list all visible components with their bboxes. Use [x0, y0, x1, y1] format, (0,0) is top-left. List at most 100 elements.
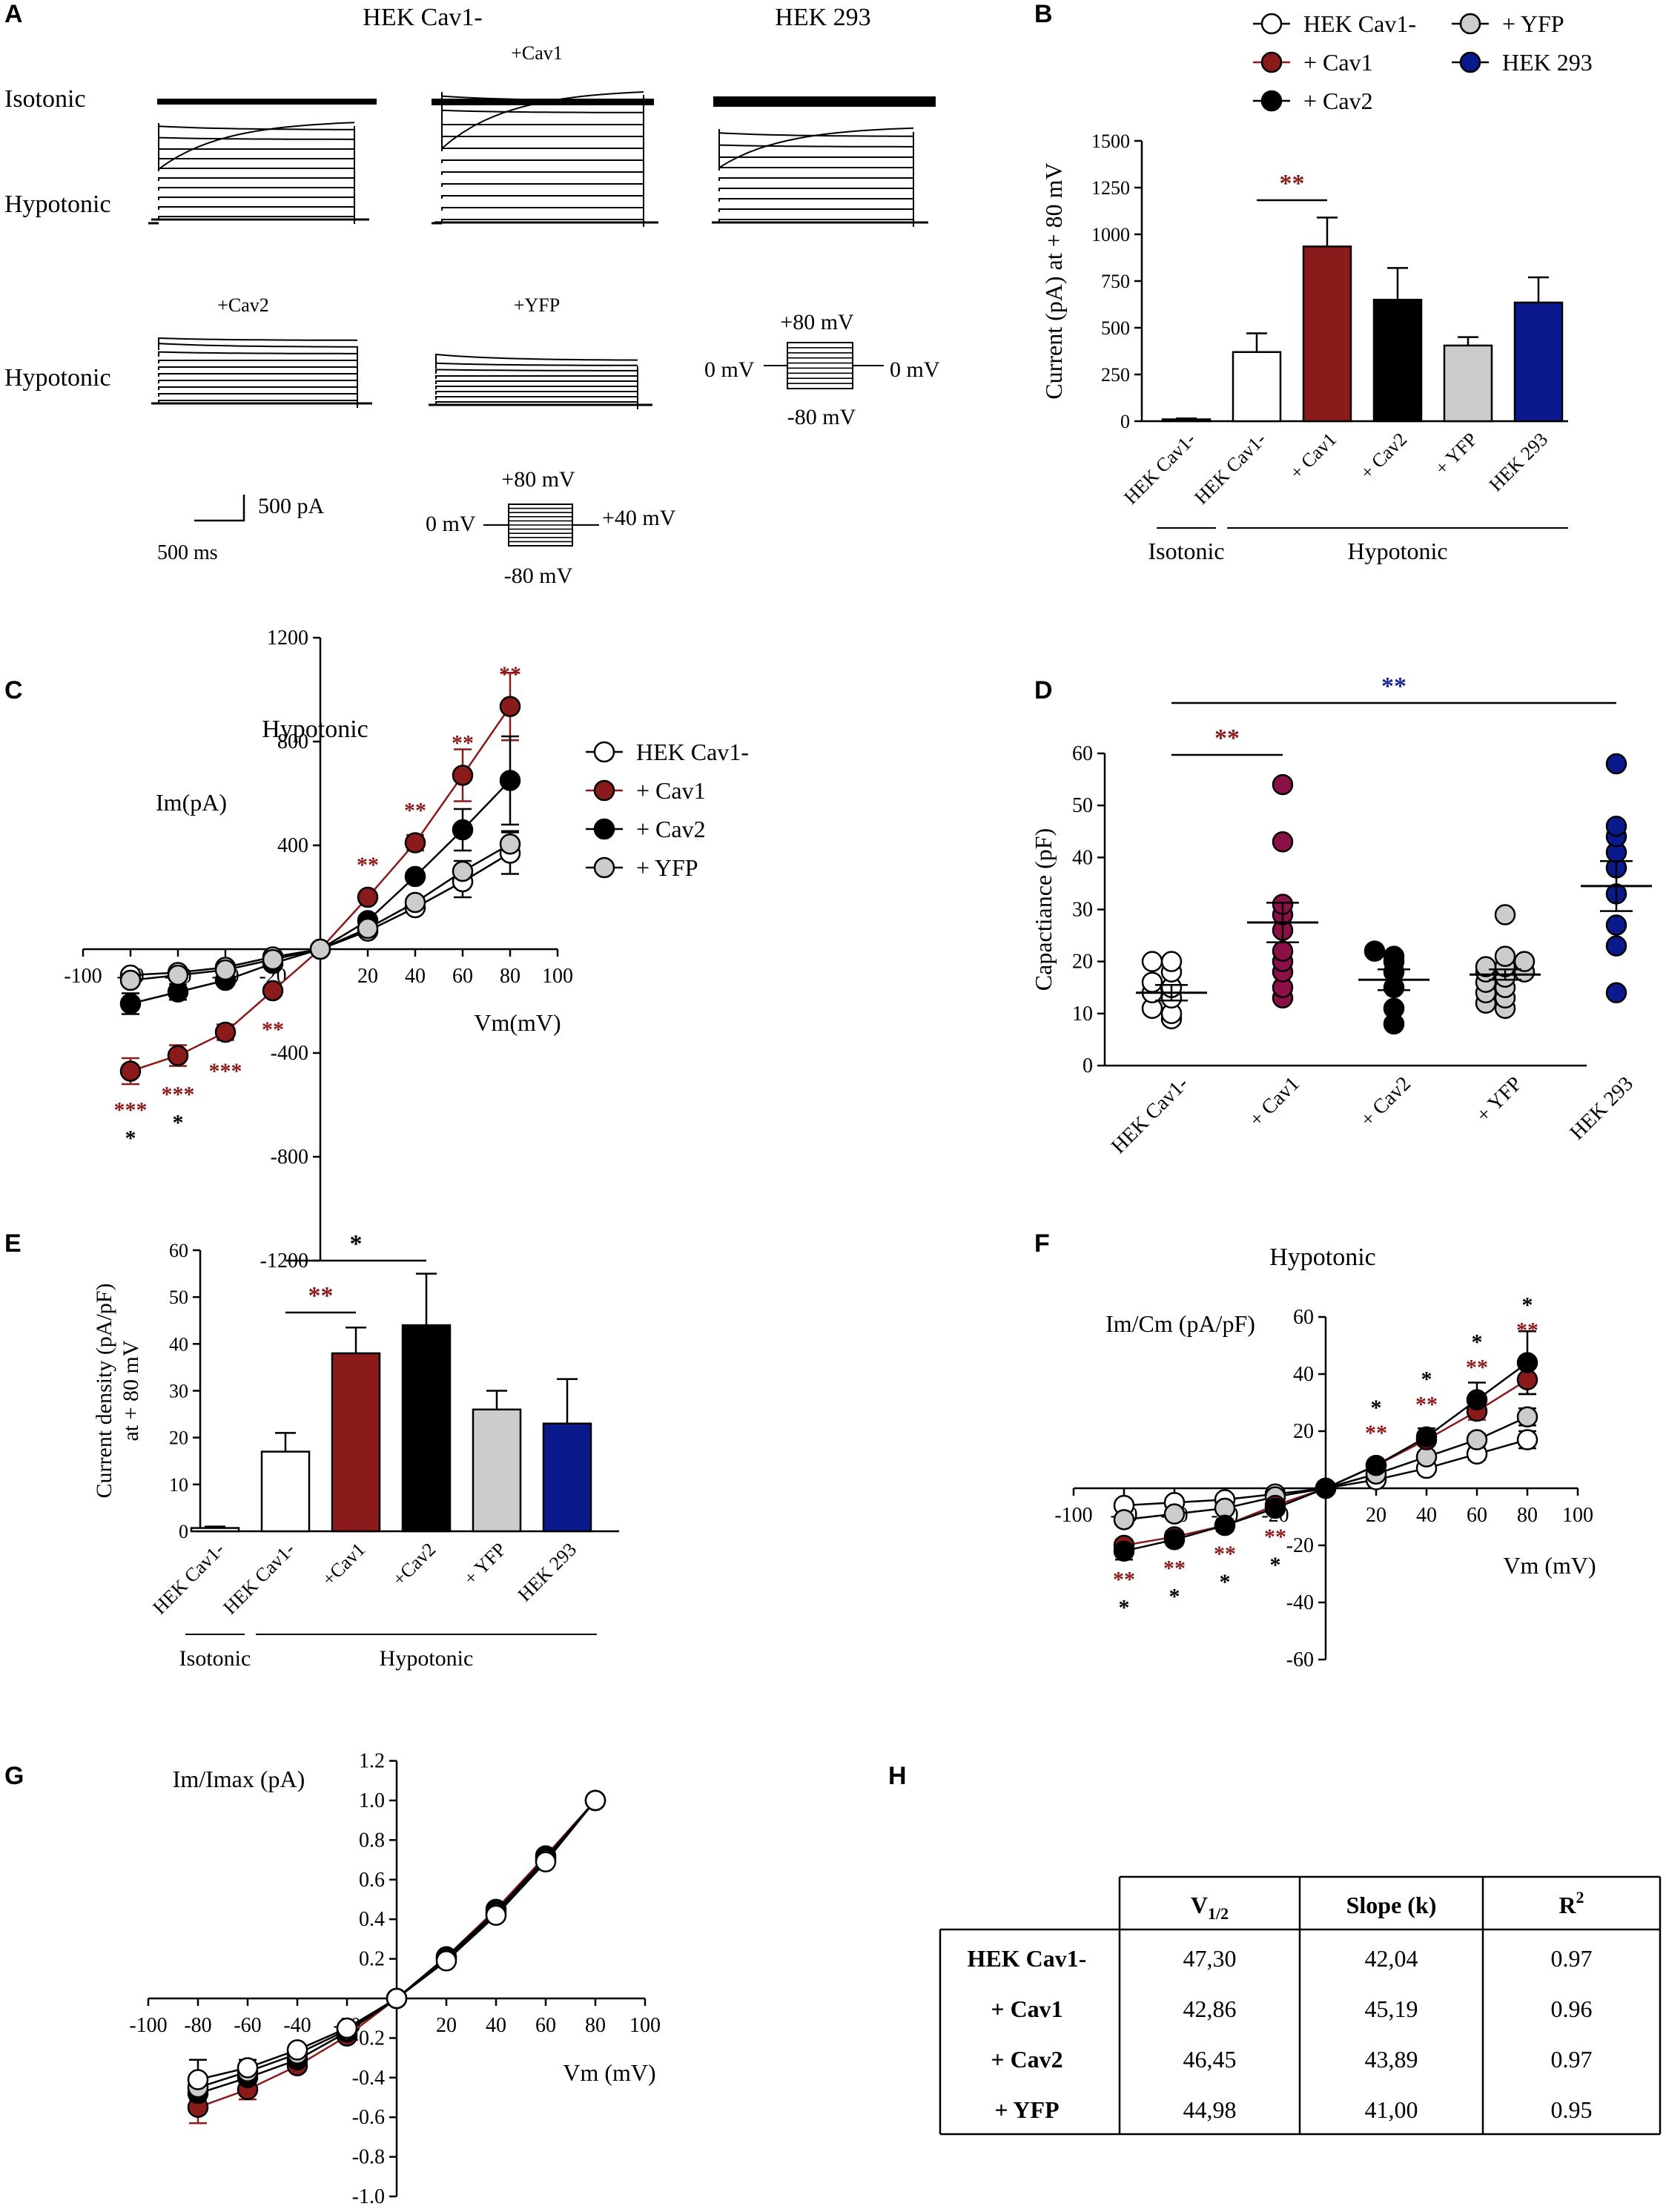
table-cell: 43,89 [1365, 2046, 1418, 2073]
chart-title: Hypotonic [262, 716, 368, 743]
current-trace [158, 206, 354, 210]
data-point [435, 1950, 457, 1972]
data-point [1214, 1514, 1236, 1536]
current-trace [158, 216, 354, 219]
legend-label: HEK Cav1- [636, 739, 749, 765]
significance-mark: * [1421, 1367, 1432, 1392]
x-tick-label: +Cav1 [318, 1539, 370, 1591]
y-tick-label: -60 [1286, 1648, 1314, 1671]
current-trace [158, 148, 354, 152]
current-trace-families [148, 91, 928, 409]
current-trace [718, 167, 913, 171]
scatter-point [1605, 914, 1627, 936]
y-tick-label: -800 [271, 1146, 308, 1169]
y-tick-label: 30 [1072, 899, 1093, 922]
current-trace [435, 391, 638, 394]
current-trace [441, 95, 644, 104]
x-tick-label: -100 [64, 965, 102, 988]
legend-label: + Cav1 [1303, 49, 1373, 76]
bar [542, 1422, 592, 1533]
data-point [1315, 1477, 1337, 1499]
current-trace [158, 400, 357, 403]
x-tick-label: -80 [184, 2014, 211, 2037]
data-point [535, 1851, 557, 1873]
scatter-point [1272, 831, 1294, 853]
protocol2-top: +80 mV [501, 467, 575, 492]
current-trace [158, 343, 358, 350]
panel-label-d: D [1034, 676, 1053, 704]
protocol2-right: +40 mV [602, 506, 676, 530]
scatter-point [1383, 997, 1405, 1020]
current-trace [435, 353, 638, 363]
current-trace [435, 362, 638, 369]
x-tick-label: 100 [629, 2014, 661, 2037]
current-trace [718, 156, 913, 160]
protocol1-bottom: -80 mV [787, 405, 856, 429]
protocol-step-box [787, 342, 853, 389]
table-cell: 46,45 [1183, 2046, 1237, 2073]
panel-label-a: A [4, 0, 23, 28]
data-point [237, 2057, 259, 2079]
current-trace [158, 197, 354, 200]
current-trace [158, 136, 354, 142]
data-point [187, 2069, 209, 2090]
x-axis-label: Vm (mV) [563, 2059, 655, 2086]
scatter-point [1363, 940, 1386, 962]
trace-isotonic-hek293 [713, 96, 936, 107]
y-tick-label: 20 [169, 1427, 188, 1449]
data-point [452, 765, 474, 786]
current-trace [718, 208, 913, 212]
y-tick-label: 60 [1072, 742, 1093, 765]
y-tick-label: 400 [277, 834, 308, 857]
legend-marker [1260, 13, 1283, 35]
protocol1-right: 0 mV [890, 357, 940, 382]
x-tick-label: HEK Cav1- [1120, 429, 1200, 509]
significance-mark: * [125, 1126, 136, 1151]
current-trace [158, 168, 354, 171]
data-point [1264, 1497, 1286, 1519]
x-tick-label: -40 [283, 2014, 311, 2037]
data-point [214, 959, 237, 981]
data-point [119, 993, 142, 1014]
legend-marker [593, 779, 615, 802]
significance-mark: ** [1381, 673, 1406, 700]
x-tick-label: 60 [535, 2014, 556, 2037]
current-trace [718, 188, 913, 191]
significance-mark: *** [209, 1059, 242, 1083]
y-tick-label: 0.6 [359, 1869, 385, 1892]
data-point [357, 917, 379, 940]
current-trace [158, 393, 357, 397]
legend-marker [1260, 90, 1283, 112]
significance-mark: ** [308, 1282, 334, 1310]
current-trace [158, 380, 357, 383]
legend-marker [1260, 51, 1283, 73]
current-trace [441, 91, 644, 151]
legend-marker [1459, 51, 1481, 73]
data-point [485, 1904, 507, 1927]
x-tick-label: -100 [1054, 1504, 1092, 1527]
scale-current-label: 500 pA [258, 494, 325, 518]
data-point [1516, 1429, 1538, 1450]
table-header-v-half: V1/2 [1191, 1892, 1229, 1923]
data-point [1466, 1389, 1488, 1410]
table-cell: 42,86 [1183, 1995, 1237, 2022]
legend-label: HEK 293 [1502, 49, 1593, 76]
y-tick-label: 500 [1101, 317, 1130, 339]
x-tick-label: HEK 293 [1566, 1072, 1638, 1144]
protocol2-steps [483, 504, 599, 547]
scale-time-label: 500 ms [157, 541, 218, 564]
table-cell: 0.97 [1551, 2046, 1593, 2073]
panel-label-c: C [4, 676, 23, 704]
y-tick-label: 0 [179, 1521, 188, 1542]
panel-g-normalized-iv: -100-80-60-40-2020406080100-1.0-0.8-0.6-… [129, 1750, 661, 2208]
significance-mark: ** [1466, 1356, 1488, 1380]
significance-mark: *** [162, 1083, 195, 1107]
y-tick-label: 1.2 [359, 1750, 385, 1773]
table-row-label: + YFP [994, 2096, 1059, 2123]
family-hypo-cav1-minus [151, 122, 369, 224]
significance-mark: * [1472, 1330, 1483, 1355]
current-trace [441, 207, 644, 211]
current-trace [718, 132, 914, 139]
col-title-hek-cav1: HEK Cav1- [363, 4, 482, 31]
y-tick-label: 10 [1072, 1003, 1093, 1026]
